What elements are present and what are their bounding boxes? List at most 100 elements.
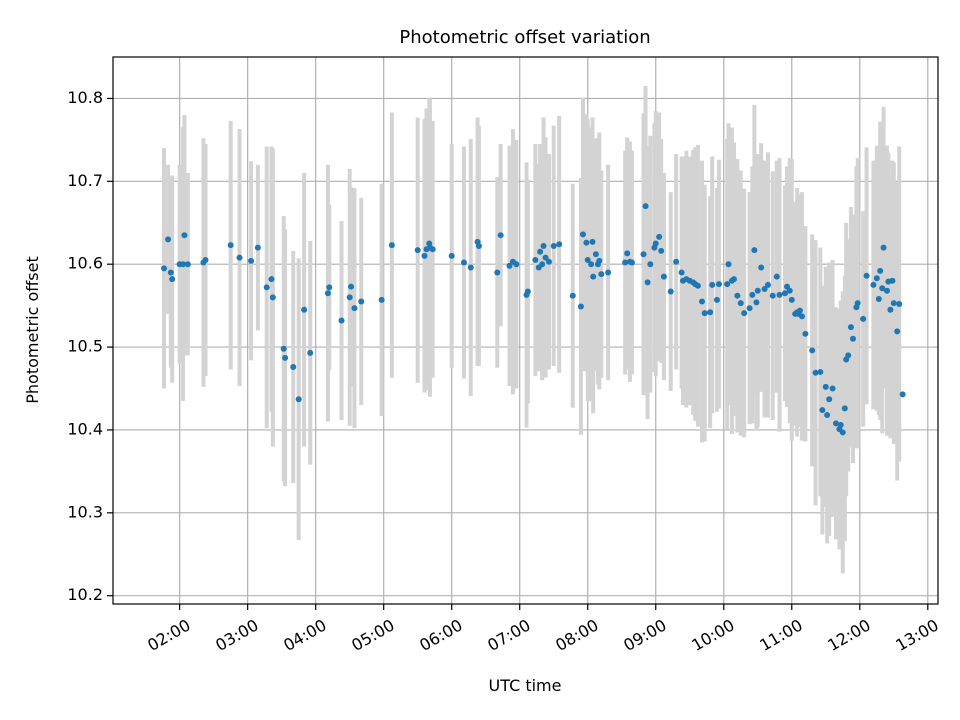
data-point [254,244,261,251]
data-point [263,284,270,291]
data-point [161,265,168,272]
data-point [841,405,848,412]
data-point [513,261,520,268]
data-point [822,383,829,390]
data-point [165,236,172,243]
data-point [887,306,894,313]
data-point [598,271,605,278]
data-point [796,307,803,314]
data-point [269,294,276,301]
x-axis-label: UTC time [489,676,562,695]
y-tick-label: 10.6 [67,254,103,273]
data-point [889,277,896,284]
data-point [829,385,836,392]
data-point [769,292,776,299]
data-point [583,239,590,246]
data-point [227,242,234,249]
data-point [845,352,852,359]
data-point [542,254,549,261]
data-point [709,281,716,288]
data-point [746,305,753,312]
data-point [301,306,308,313]
data-point [819,407,826,414]
data-point [725,261,732,268]
data-point [584,257,591,264]
data-point [776,291,783,298]
data-point [824,412,831,419]
data-point [788,296,795,303]
data-point [879,285,886,292]
data-point [754,287,761,294]
data-point [678,269,685,276]
data-point [837,421,844,428]
data-point [358,298,365,305]
data-point [781,290,788,297]
data-point [890,300,897,307]
data-point [701,310,708,317]
data-point [295,396,302,403]
data-point [590,273,597,280]
data-point [248,257,255,264]
data-point [569,292,576,299]
data-point [167,269,174,276]
data-point [863,272,870,279]
data-point [647,261,654,268]
data-point [550,242,557,249]
data-point [817,368,824,375]
data-point [870,281,877,288]
data-point [773,273,780,280]
y-tick-label: 10.5 [67,337,103,356]
plot-frame [112,56,939,605]
data-point [622,259,629,266]
data-point [715,281,722,288]
data-point [652,240,659,247]
data-point [798,313,805,320]
data-point [847,324,854,331]
data-point [741,310,748,317]
data-point [184,261,191,268]
data-point [351,305,358,312]
data-point [537,248,544,255]
data-point [236,254,243,261]
data-point [589,238,596,245]
data-point [460,259,467,266]
data-point [832,420,839,427]
data-point [802,330,809,337]
y-tick-label: 10.7 [67,171,103,190]
y-tick-label: 10.2 [67,585,103,604]
data-point [839,429,846,436]
y-axis-ticks: 10.2 10.3 10.4 10.5 10.6 10.7 10.8 [67,88,113,604]
data-point [579,231,586,238]
chart-title: Photometric offset variation [399,27,650,48]
y-tick-label: 10.4 [67,419,103,438]
data-point [667,288,674,295]
data-point [290,363,297,370]
data-point [694,282,701,289]
data-point [497,232,504,239]
data-point [307,349,314,356]
data-point [448,252,455,259]
data-point [877,267,884,274]
data-point [883,287,890,294]
data-point [378,296,385,303]
data-point [577,303,584,310]
data-point [707,309,714,316]
data-point [764,281,771,288]
data-point [854,300,861,307]
data-point [656,233,663,240]
data-point [532,257,539,264]
data-point [749,291,756,298]
data-point [388,242,395,249]
data-point [475,242,482,249]
data-point [169,276,176,283]
data-point [605,269,612,276]
y-tick-label: 10.3 [67,502,103,521]
data-point [786,287,793,294]
data-point [673,258,680,265]
data-point [761,286,768,293]
data-point [849,335,856,342]
data-point [737,300,744,307]
data-point [812,369,819,376]
data-point [894,328,901,335]
